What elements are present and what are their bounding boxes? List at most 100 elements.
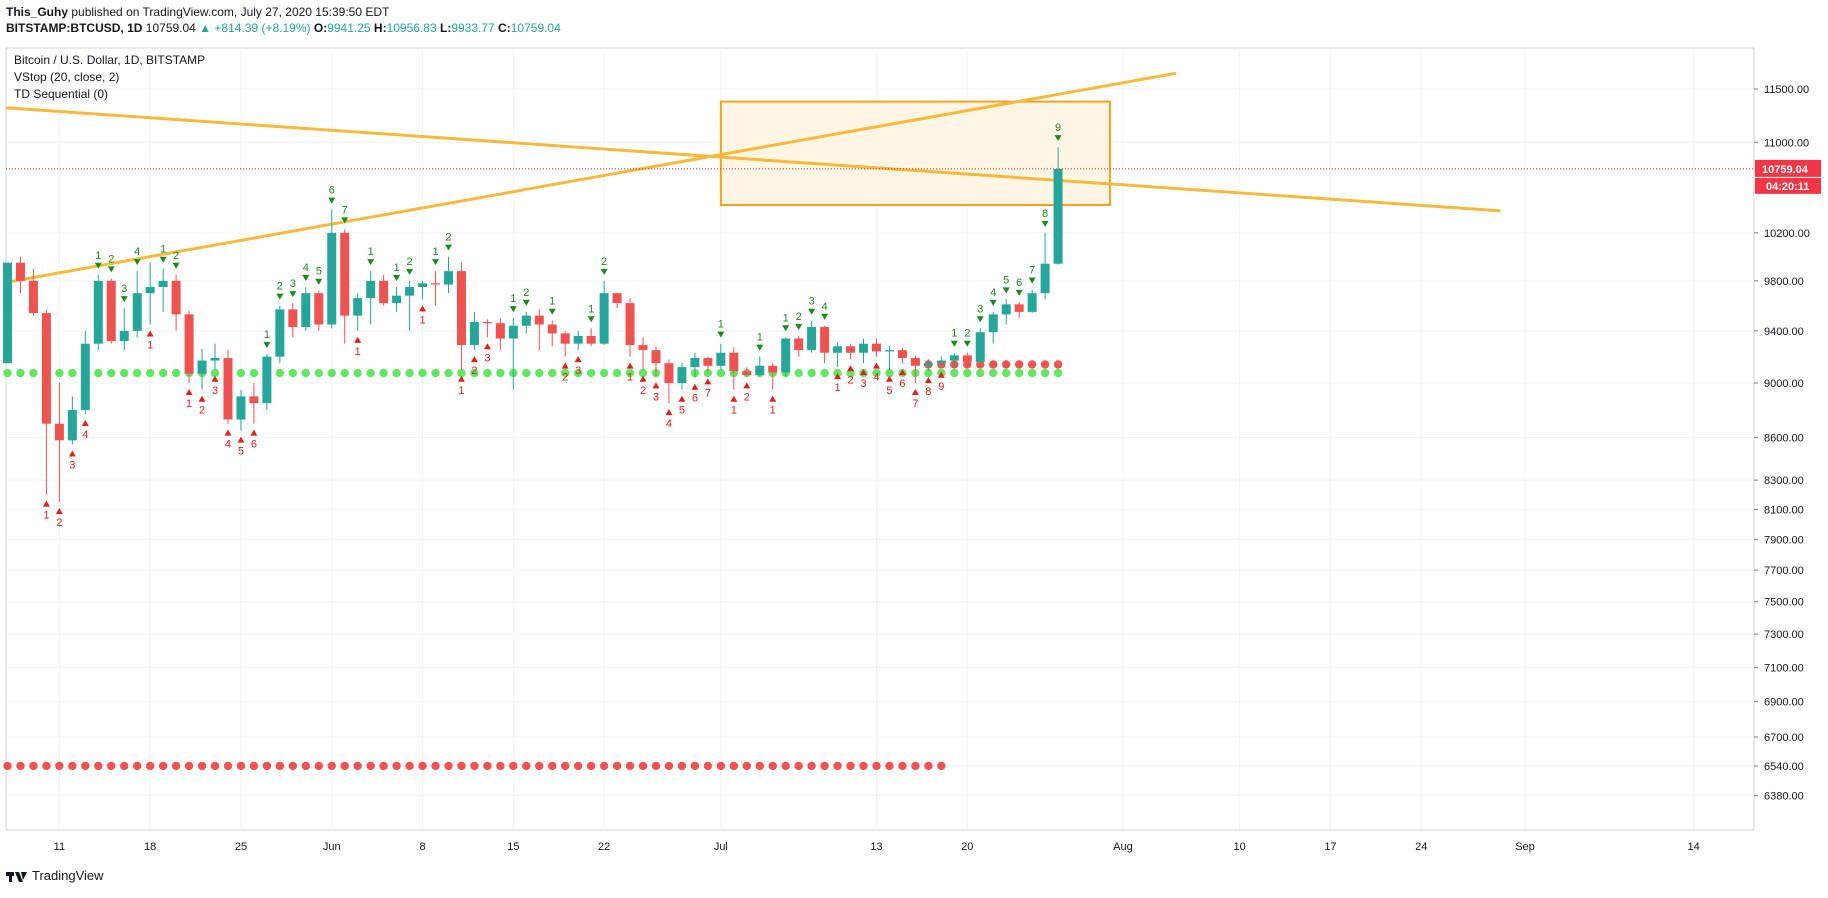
td-sell-count: 1	[368, 246, 374, 258]
x-tick-label: 10	[1234, 841, 1246, 853]
td-buy-count: 5	[679, 405, 685, 417]
vstop-red-dot	[586, 761, 596, 771]
td-buy-count: 1	[731, 405, 737, 417]
td-sell-arrow	[367, 259, 375, 266]
td-sell-arrow	[782, 325, 790, 332]
resistance-box[interactable]	[719, 100, 1111, 206]
td-sell-arrow	[795, 323, 803, 330]
td-sell-count: 9	[1055, 122, 1061, 134]
vstop-green-dot	[963, 368, 972, 378]
td-buy-count: 1	[770, 405, 776, 417]
vstop-red-dot	[120, 761, 129, 771]
vstop-red-dot	[483, 761, 492, 771]
legend-vstop[interactable]: VStop (20, close, 2)	[14, 70, 119, 84]
td-buy-count: 1	[458, 385, 464, 397]
td-sell-count: 4	[303, 262, 309, 274]
vstop-red-dot	[197, 761, 207, 771]
td-buy-count: 3	[860, 378, 866, 390]
td-buy-arrow	[146, 330, 154, 337]
candle-body	[794, 338, 804, 351]
td-sell-count: 1	[718, 319, 724, 331]
td-buy-count: 5	[886, 385, 892, 397]
y-tick-label: 6540.00	[1764, 761, 1804, 773]
y-tick-label: 7700.00	[1764, 565, 1804, 577]
vstop-red-dot	[911, 761, 920, 771]
vstop-red-dot	[1001, 360, 1011, 369]
vstop-red-dot	[496, 761, 505, 771]
td-sell-arrow	[393, 275, 401, 282]
x-tick-label: 15	[507, 841, 519, 853]
vstop-green-dot	[158, 368, 168, 378]
tradingview-logo-icon[interactable]	[6, 869, 28, 883]
td-buy-arrow	[678, 395, 686, 402]
vstop-green-dot	[236, 368, 246, 378]
x-axis[interactable]: 11 18 25 Jun 8 15 22 Jul 13 20 Aug 10 17 24 Sep 14	[54, 841, 1700, 853]
vstop-red-dot	[158, 761, 168, 771]
price-change: ▲ +814.39 (+8.19%)	[199, 21, 311, 35]
vstop-red-dot	[184, 761, 194, 771]
vstop-red-dot	[327, 761, 336, 771]
vstop-green-dot	[288, 368, 298, 378]
td-buy-arrow	[470, 356, 478, 363]
vstop-green-dot	[405, 368, 414, 378]
vstop-green-dot	[431, 368, 440, 378]
y-axis[interactable]: 6380.00 6540.00 6700.00 6900.00 7100.00 7300.…	[1754, 84, 1810, 803]
td-sell-count: 4	[822, 301, 828, 313]
vstop-green-dot	[703, 368, 713, 378]
vstop-red-dot	[859, 761, 868, 771]
vstop-red-dot	[55, 761, 64, 771]
td-sell-count: 3	[977, 303, 983, 315]
vstop-green-dot	[548, 368, 557, 378]
td-sell-arrow	[94, 262, 102, 269]
td-buy-arrow	[419, 305, 427, 312]
td-buy-count: 6	[692, 393, 698, 405]
td-buy-arrow	[457, 375, 465, 382]
vstop-red-dot	[249, 761, 259, 771]
vstop-green-dot	[327, 368, 336, 378]
candle-body	[119, 330, 129, 342]
td-sell-count: 1	[264, 329, 270, 341]
candle-body	[936, 360, 946, 364]
td-buy-count: 3	[69, 460, 75, 472]
close-label: C:	[498, 21, 511, 35]
vstop-red-dot	[846, 761, 855, 771]
candle-body	[768, 365, 778, 373]
candle-body	[15, 262, 25, 281]
td-buy-count: 2	[471, 365, 477, 377]
vstop-red-dot	[833, 761, 842, 771]
candle-body	[884, 350, 894, 352]
vstop-green-dot	[612, 368, 622, 378]
author-name[interactable]: This_Guhy	[6, 5, 69, 19]
td-sell-count: 1	[549, 296, 555, 308]
vstop-red-dot	[145, 761, 155, 771]
trendlines[interactable]	[6, 71, 1501, 284]
candle-body	[729, 352, 739, 372]
td-sell-count: 2	[523, 287, 529, 299]
ohlc-line: BITSTAMP:BTCUSD, 1D 10759.04 ▲ +814.39 (…	[6, 20, 561, 36]
td-sell-arrow	[159, 256, 167, 263]
legend-td[interactable]: TD Sequential (0)	[14, 87, 108, 101]
candle-body	[859, 343, 869, 353]
vstop-red-dot	[612, 761, 622, 771]
td-sell-arrow	[172, 262, 180, 269]
td-buy-arrow	[68, 450, 76, 457]
y-tick-label: 6380.00	[1764, 791, 1804, 803]
candle-body	[871, 343, 881, 352]
y-tick-label: 8300.00	[1764, 475, 1804, 487]
td-sell-count: 2	[407, 256, 413, 268]
vstop-red-dot	[561, 761, 570, 771]
candle-body	[833, 346, 843, 353]
candle-body	[638, 344, 648, 351]
published-text: published on TradingView.com, July 27, 2…	[71, 5, 390, 19]
x-tick-label: Jun	[323, 841, 341, 853]
box-rectangle	[719, 100, 1111, 206]
candle-body	[547, 324, 557, 334]
td-buy-count: 1	[43, 510, 49, 522]
tradingview-brand[interactable]: TradingView	[32, 868, 104, 883]
vstop-green-dot	[885, 368, 894, 378]
vstop-red-dot	[418, 761, 427, 771]
candle-body	[366, 280, 376, 299]
td-sell-count: 2	[108, 253, 114, 265]
vstop-red-dot	[664, 761, 674, 771]
